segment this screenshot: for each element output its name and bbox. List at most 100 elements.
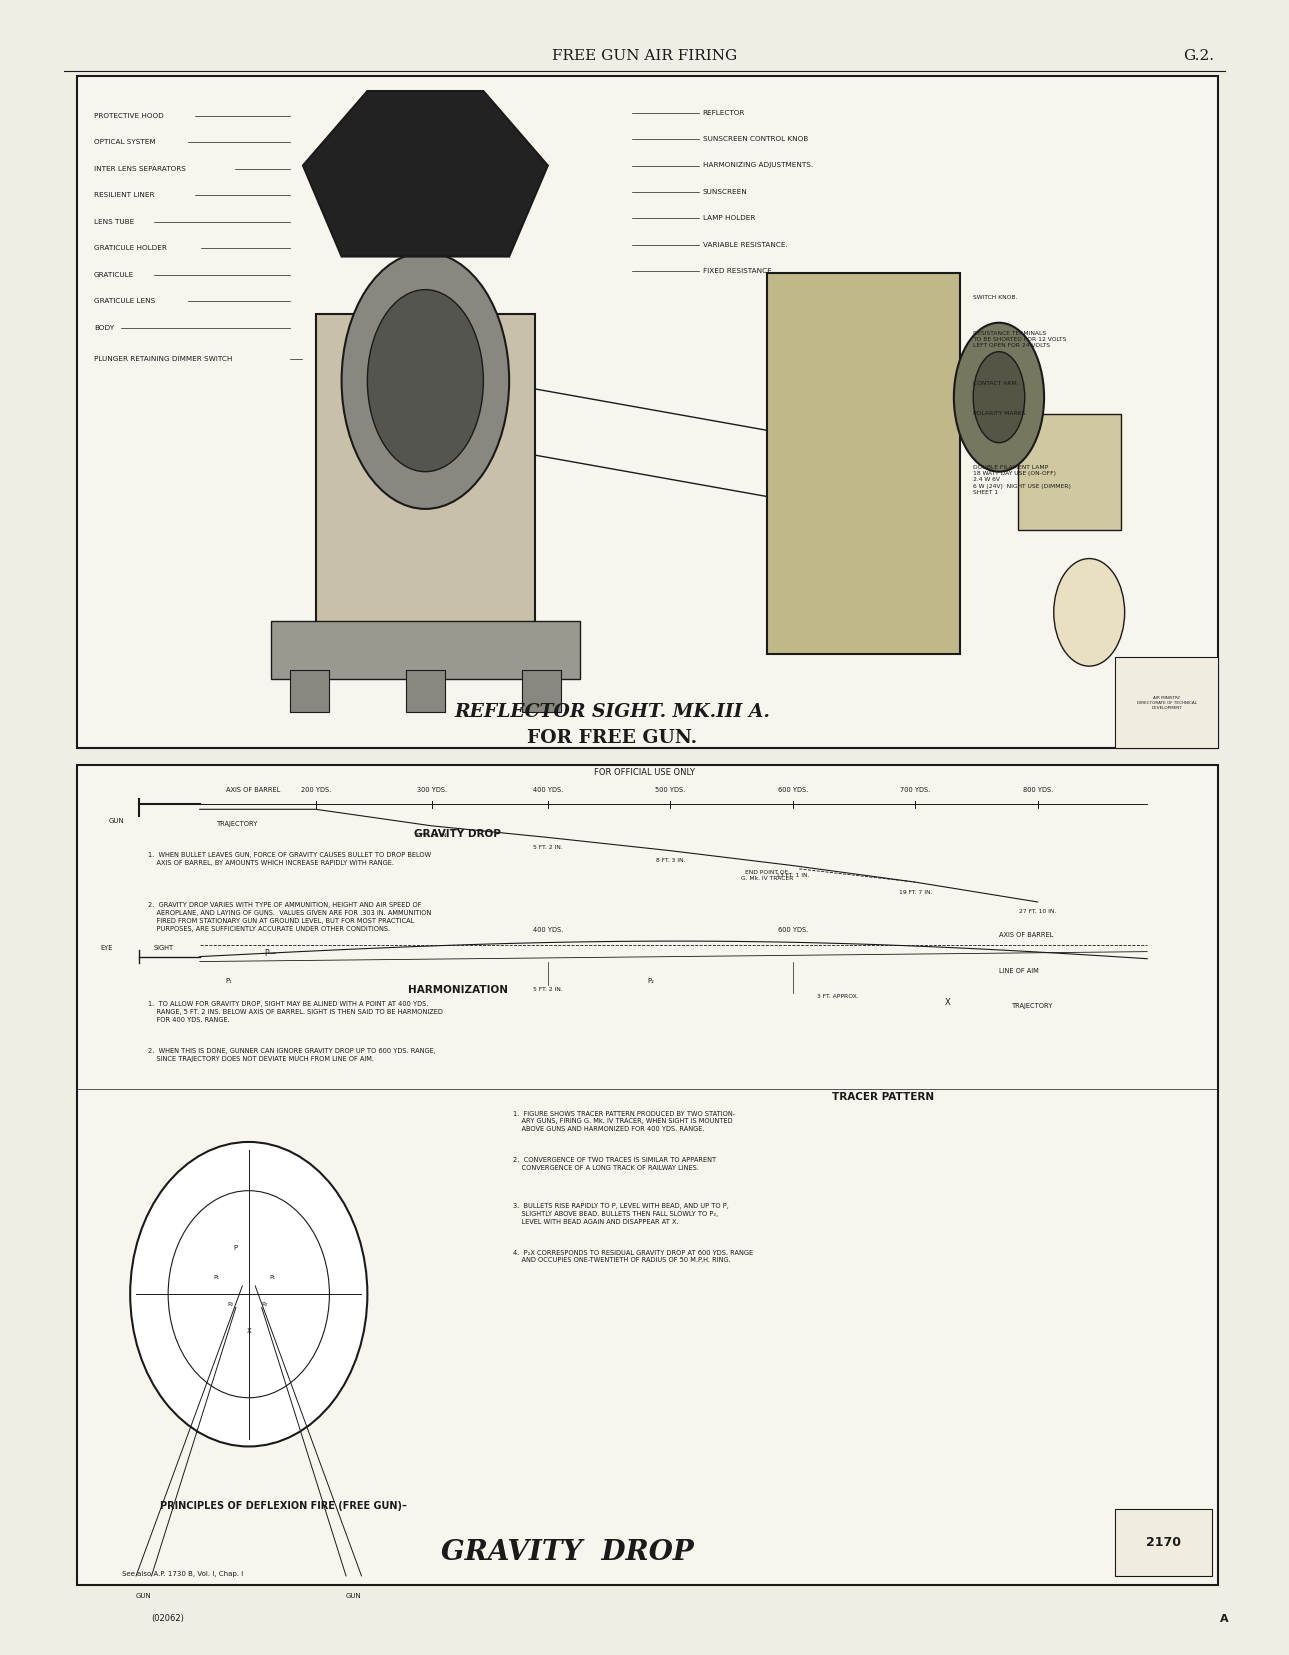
Text: GRAVITY DROP: GRAVITY DROP <box>414 829 501 839</box>
Bar <box>271 621 580 679</box>
Text: P—: P— <box>264 948 277 958</box>
Text: 1.  FIGURE SHOWS TRACER PATTERN PRODUCED BY TWO STATION-
    ARY GUNS, FIRING G.: 1. FIGURE SHOWS TRACER PATTERN PRODUCED … <box>513 1111 735 1132</box>
Text: TRAJECTORY: TRAJECTORY <box>217 821 258 828</box>
Text: 400 YDS.: 400 YDS. <box>532 927 563 933</box>
Ellipse shape <box>973 353 1025 444</box>
Bar <box>522 670 561 712</box>
Text: PLUNGER RETAINING DIMMER SWITCH: PLUNGER RETAINING DIMMER SWITCH <box>94 356 232 362</box>
Text: EYE: EYE <box>101 945 113 952</box>
Text: X: X <box>945 998 950 1008</box>
Text: P₁: P₁ <box>214 1274 219 1281</box>
Bar <box>290 670 329 712</box>
Text: 5 FT. 2 IN.: 5 FT. 2 IN. <box>534 986 562 993</box>
Text: AIR MINISTRY
DIRECTORATE OF TECHNICAL
DEVELOPMENT: AIR MINISTRY DIRECTORATE OF TECHNICAL DE… <box>1137 697 1196 710</box>
Bar <box>767 273 960 654</box>
Circle shape <box>130 1142 367 1446</box>
Ellipse shape <box>1053 559 1124 665</box>
Text: BODY: BODY <box>94 324 115 331</box>
Text: 2170: 2170 <box>1146 1536 1181 1549</box>
Text: A: A <box>1221 1614 1228 1624</box>
Bar <box>1018 414 1121 530</box>
Text: TRACER PATTERN: TRACER PATTERN <box>831 1092 935 1102</box>
Text: 400 YDS.: 400 YDS. <box>532 788 563 793</box>
Text: 13 FT. 1 IN.: 13 FT. 1 IN. <box>776 872 809 879</box>
Text: 2.  WHEN THIS IS DONE, GUNNER CAN IGNORE GRAVITY DROP UP TO 600 YDS. RANGE,
    : 2. WHEN THIS IS DONE, GUNNER CAN IGNORE … <box>148 1048 436 1061</box>
Text: CONTACT ARM.: CONTACT ARM. <box>973 381 1018 387</box>
Text: SUNSCREEN: SUNSCREEN <box>703 189 748 195</box>
Text: END POINT OF
G. Mk. IV TRACER: END POINT OF G. Mk. IV TRACER <box>741 871 793 880</box>
Text: 4.  P₂X CORRESPONDS TO RESIDUAL GRAVITY DROP AT 600 YDS. RANGE
    AND OCCUPIES : 4. P₂X CORRESPONDS TO RESIDUAL GRAVITY D… <box>513 1250 753 1263</box>
Text: 200 YDS.: 200 YDS. <box>300 788 331 793</box>
Text: DOUBLE FILAMENT LAMP
18 WATT DAY USE (ON-OFF)
2.4 W 6V
6 W (24V)  NIGHT USE (DIM: DOUBLE FILAMENT LAMP 18 WATT DAY USE (ON… <box>973 465 1071 495</box>
Bar <box>406 670 445 712</box>
Polygon shape <box>303 91 548 257</box>
Text: FOR OFFICIAL USE ONLY: FOR OFFICIAL USE ONLY <box>594 768 695 778</box>
Text: SUNSCREEN CONTROL KNOB: SUNSCREEN CONTROL KNOB <box>703 136 808 142</box>
Text: GRAVITY  DROP: GRAVITY DROP <box>441 1539 693 1566</box>
Text: 600 YDS.: 600 YDS. <box>777 927 808 933</box>
Text: VARIABLE RESISTANCE.: VARIABLE RESISTANCE. <box>703 242 788 248</box>
Text: 2.  GRAVITY DROP VARIES WITH TYPE OF AMMUNITION, HEIGHT AND AIR SPEED OF
    AER: 2. GRAVITY DROP VARIES WITH TYPE OF AMMU… <box>148 902 432 932</box>
Text: 500 YDS.: 500 YDS. <box>655 788 686 793</box>
Bar <box>1115 1509 1212 1576</box>
Text: G.2.: G.2. <box>1183 50 1214 63</box>
Text: 600 YDS.: 600 YDS. <box>777 788 808 793</box>
Text: 3.  BULLETS RISE RAPIDLY TO P, LEVEL WITH BEAD, AND UP TO P,
    SLIGHTLY ABOVE : 3. BULLETS RISE RAPIDLY TO P, LEVEL WITH… <box>513 1203 728 1225</box>
Text: 8 FT. 3 IN.: 8 FT. 3 IN. <box>656 857 684 864</box>
Text: X: X <box>246 1327 251 1334</box>
Text: REFLECTOR SIGHT. MK.III A.: REFLECTOR SIGHT. MK.III A. <box>454 703 771 720</box>
Text: 2.  CONVERGENCE OF TWO TRACES IS SIMILAR TO APPARENT
    CONVERGENCE OF A LONG T: 2. CONVERGENCE OF TWO TRACES IS SIMILAR … <box>513 1157 717 1170</box>
Text: (02062): (02062) <box>151 1614 184 1624</box>
Text: GUN: GUN <box>345 1592 362 1599</box>
Text: GRATICULE LENS: GRATICULE LENS <box>94 298 156 305</box>
Text: 300 YDS.: 300 YDS. <box>416 788 447 793</box>
Text: FOR FREE GUN.: FOR FREE GUN. <box>527 730 697 746</box>
Text: P: P <box>233 1245 238 1251</box>
Text: 700 YDS.: 700 YDS. <box>900 788 931 793</box>
Text: P₁: P₁ <box>269 1274 275 1281</box>
Circle shape <box>168 1190 330 1398</box>
Bar <box>77 76 1218 748</box>
Text: HARMONIZATION: HARMONIZATION <box>407 985 508 995</box>
Text: POLARITY MARKS: POLARITY MARKS <box>973 410 1026 417</box>
Text: TRAJECTORY: TRAJECTORY <box>1012 1003 1053 1010</box>
Text: P₂: P₂ <box>228 1301 233 1307</box>
Bar <box>77 765 1218 1585</box>
Ellipse shape <box>367 290 483 472</box>
Text: FREE GUN AIR FIRING: FREE GUN AIR FIRING <box>552 50 737 63</box>
Text: HARMONIZING ADJUSTMENTS.: HARMONIZING ADJUSTMENTS. <box>703 162 812 169</box>
Text: INTER LENS SEPARATORS: INTER LENS SEPARATORS <box>94 166 186 172</box>
Text: FIXED RESISTANCE.: FIXED RESISTANCE. <box>703 268 773 275</box>
Text: AXIS OF BARREL: AXIS OF BARREL <box>226 788 280 793</box>
Bar <box>1115 657 1218 748</box>
Text: REFLECTOR: REFLECTOR <box>703 109 745 116</box>
Bar <box>316 314 535 645</box>
Text: SWITCH KNOB.: SWITCH KNOB. <box>973 295 1017 301</box>
Text: 1.  WHEN BULLET LEAVES GUN, FORCE OF GRAVITY CAUSES BULLET TO DROP BELOW
    AXI: 1. WHEN BULLET LEAVES GUN, FORCE OF GRAV… <box>148 852 432 866</box>
Text: P₂: P₂ <box>262 1301 267 1307</box>
Text: PRINCIPLES OF DEFLEXION FIRE (FREE GUN)–: PRINCIPLES OF DEFLEXION FIRE (FREE GUN)– <box>160 1501 407 1511</box>
Text: RESISTANCE TERMINALS
TO BE SHORTED FOR 12 VOLTS
LEFT OPEN FOR 24 VOLTS: RESISTANCE TERMINALS TO BE SHORTED FOR 1… <box>973 331 1066 348</box>
Text: 2 FT. 10 IN.: 2 FT. 10 IN. <box>415 832 449 839</box>
Text: PROTECTIVE HOOD: PROTECTIVE HOOD <box>94 113 164 119</box>
Text: 19 FT. 7 IN.: 19 FT. 7 IN. <box>898 889 932 895</box>
Text: OPTICAL SYSTEM: OPTICAL SYSTEM <box>94 139 156 146</box>
Text: P₂: P₂ <box>647 978 655 985</box>
Text: LENS TUBE: LENS TUBE <box>94 218 134 225</box>
Text: See also A.P. 1730 B, Vol. I, Chap. I: See also A.P. 1730 B, Vol. I, Chap. I <box>122 1571 244 1577</box>
Text: LINE OF AIM: LINE OF AIM <box>999 968 1039 975</box>
Text: RESILIENT LINER: RESILIENT LINER <box>94 192 155 199</box>
Text: 27 FT. 10 IN.: 27 FT. 10 IN. <box>1020 909 1056 915</box>
Text: 800 YDS.: 800 YDS. <box>1022 788 1053 793</box>
Text: 3 FT. APPROX.: 3 FT. APPROX. <box>817 993 858 1000</box>
Text: 5 FT. 2 IN.: 5 FT. 2 IN. <box>534 844 562 851</box>
Text: GRATICULE: GRATICULE <box>94 271 134 278</box>
Text: 1.  TO ALLOW FOR GRAVITY DROP, SIGHT MAY BE ALINED WITH A POINT AT 400 YDS.
    : 1. TO ALLOW FOR GRAVITY DROP, SIGHT MAY … <box>148 1001 443 1023</box>
Text: GUN: GUN <box>135 1592 152 1599</box>
Ellipse shape <box>342 252 509 510</box>
Text: LAMP HOLDER: LAMP HOLDER <box>703 215 755 222</box>
Text: AXIS OF BARREL: AXIS OF BARREL <box>999 932 1053 938</box>
Text: SIGHT: SIGHT <box>153 945 174 952</box>
Ellipse shape <box>954 323 1044 472</box>
Text: P₁: P₁ <box>226 978 232 985</box>
